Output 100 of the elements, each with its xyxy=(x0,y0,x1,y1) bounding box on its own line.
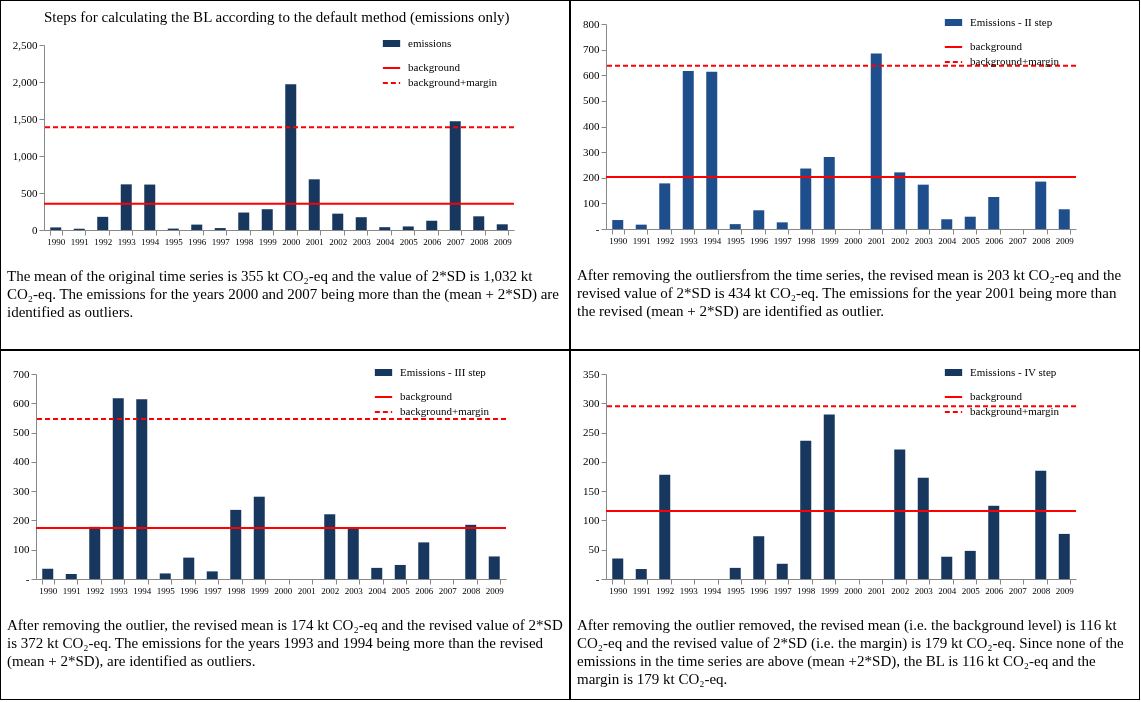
y-tick-label: 500 xyxy=(21,186,38,199)
x-tick-label: 2003 xyxy=(344,585,364,596)
x-tick-label: 2009 xyxy=(493,236,513,247)
x-tick-label: 2005 xyxy=(961,235,981,246)
y-tick-label: 2,000 xyxy=(12,75,38,88)
text: The mean of the original time series is 355 kt CO₂-eq and the value of 2*SD is 1,032 kt CO₂-eq. The emissions for the years 2000 and 2007 being more than the (mean + 2*SD) are identified as outliers. xyxy=(7,267,561,321)
bar xyxy=(776,563,788,579)
bar xyxy=(402,226,414,230)
x-tick-label: 2003 xyxy=(914,585,934,596)
bar xyxy=(379,227,391,230)
y-tick-label: 200 xyxy=(583,171,600,184)
bar xyxy=(418,542,430,579)
bar xyxy=(753,210,765,229)
bar xyxy=(324,514,336,579)
x-tick-label: 1992 xyxy=(656,585,675,596)
y-tick-label: 300 xyxy=(583,145,600,158)
x-tick-label: 2005 xyxy=(399,236,419,247)
bar xyxy=(97,216,109,230)
bar xyxy=(308,179,320,230)
x-tick-label: 2000 xyxy=(844,585,863,596)
bar xyxy=(426,220,438,230)
y-tick-label: - xyxy=(595,222,600,235)
x-tick-label: 1998 xyxy=(227,585,246,596)
x-tick-label: 2008 xyxy=(1032,585,1051,596)
x-tick-label: 1995 xyxy=(164,236,184,247)
bar xyxy=(988,196,1000,229)
bar xyxy=(917,477,929,579)
y-tick-label: 0 xyxy=(32,223,38,236)
x-tick-label: 1997 xyxy=(203,585,223,596)
x-tick-label: 2008 xyxy=(1032,235,1051,246)
legend-label: Emissions - II step xyxy=(970,15,1053,28)
x-tick-label: 1991 xyxy=(632,585,651,596)
bar xyxy=(332,213,344,230)
y-tick-label: 400 xyxy=(583,120,600,132)
y-tick-label: 500 xyxy=(583,94,600,107)
bar xyxy=(635,224,647,229)
y-tick-label: 300 xyxy=(13,484,30,497)
x-tick-label: 2005 xyxy=(391,585,411,596)
bar xyxy=(823,414,835,579)
legend-label: background xyxy=(400,390,453,402)
y-tick-label: 200 xyxy=(583,455,600,468)
bar xyxy=(191,224,203,230)
x-tick-label: 1997 xyxy=(773,585,793,596)
x-tick-label: 2006 xyxy=(985,235,1004,246)
x-tick-label: 1990 xyxy=(39,585,58,596)
legend-label: emissions xyxy=(408,36,452,49)
x-tick-label: 1990 xyxy=(47,236,66,247)
y-tick-label: 300 xyxy=(583,396,600,409)
ref-line-label: background+margin xyxy=(970,405,1060,417)
y-tick-label: 800 xyxy=(583,17,600,30)
y-tick-label: 250 xyxy=(583,426,600,439)
x-tick-label: 1995 xyxy=(726,235,746,246)
x-tick-label: 1999 xyxy=(250,585,270,596)
x-tick-label: 1993 xyxy=(679,585,699,596)
x-tick-label: 2002 xyxy=(321,585,340,596)
bar xyxy=(753,536,765,579)
x-tick-label: 2002 xyxy=(329,236,348,247)
bar xyxy=(355,217,367,230)
text: After removing the outlier, the revised mean is 174 kt CO₂-eq and the revised value of 2*SD is 372 kt CO₂-eq. The emissions for the years 1993 and 1994 being more than the revised (mean + 2*SD), are identified as outliers. xyxy=(7,616,563,670)
legend-label: background xyxy=(970,40,1023,52)
bar xyxy=(729,224,741,229)
bar xyxy=(50,227,62,230)
bar xyxy=(159,573,171,579)
bar xyxy=(941,219,953,229)
bar xyxy=(941,556,953,579)
y-tick-label: 700 xyxy=(13,367,30,380)
ref-line-label: background+margin xyxy=(400,405,490,417)
bar xyxy=(488,556,500,579)
bar xyxy=(230,509,242,579)
x-tick-label: 2003 xyxy=(914,235,934,246)
bar xyxy=(238,212,250,230)
y-tick-label: 400 xyxy=(13,455,30,468)
x-tick-label: 1995 xyxy=(726,585,746,596)
x-tick-label: 1990 xyxy=(609,585,628,596)
ref-line-label: background+margin xyxy=(970,55,1060,67)
x-tick-label: 2009 xyxy=(1055,585,1075,596)
bar xyxy=(1035,470,1047,579)
legend-label: Emissions - IV step xyxy=(970,365,1057,378)
x-tick-label: 2001 xyxy=(867,235,886,246)
text: After removing the outlier removed, the revised mean (i.e. the background level) is 116 kt CO₂-eq and the revised value of 2*SD (i.e. the margin) is 179 kt CO₂-eq. Since none of the emissions in the time series are above (mean +2*SD), the BL is 116 kt CO₂-eq and the margin is 179 kt CO₂-eq. xyxy=(577,616,1125,688)
bar xyxy=(706,71,718,229)
bar xyxy=(89,526,101,579)
y-tick-label: 1,000 xyxy=(12,149,38,162)
y-tick-label: 100 xyxy=(583,196,600,209)
x-tick-label: 1996 xyxy=(750,235,769,246)
x-tick-label: 1998 xyxy=(797,585,816,596)
x-tick-label: 1996 xyxy=(750,585,769,596)
x-tick-label: 2000 xyxy=(282,236,301,247)
x-tick-label: 2004 xyxy=(368,585,387,596)
y-tick-label: 150 xyxy=(583,484,600,497)
bar xyxy=(659,183,671,229)
y-tick-label: 2,500 xyxy=(12,38,38,51)
y-tick-label: - xyxy=(595,572,600,585)
x-tick-label: 2001 xyxy=(305,236,324,247)
x-tick-label: 2005 xyxy=(961,585,981,596)
bar xyxy=(347,528,359,579)
bar xyxy=(473,216,485,230)
x-tick-label: 1999 xyxy=(820,585,840,596)
x-tick-label: 1996 xyxy=(180,585,199,596)
x-tick-label: 2002 xyxy=(891,235,910,246)
